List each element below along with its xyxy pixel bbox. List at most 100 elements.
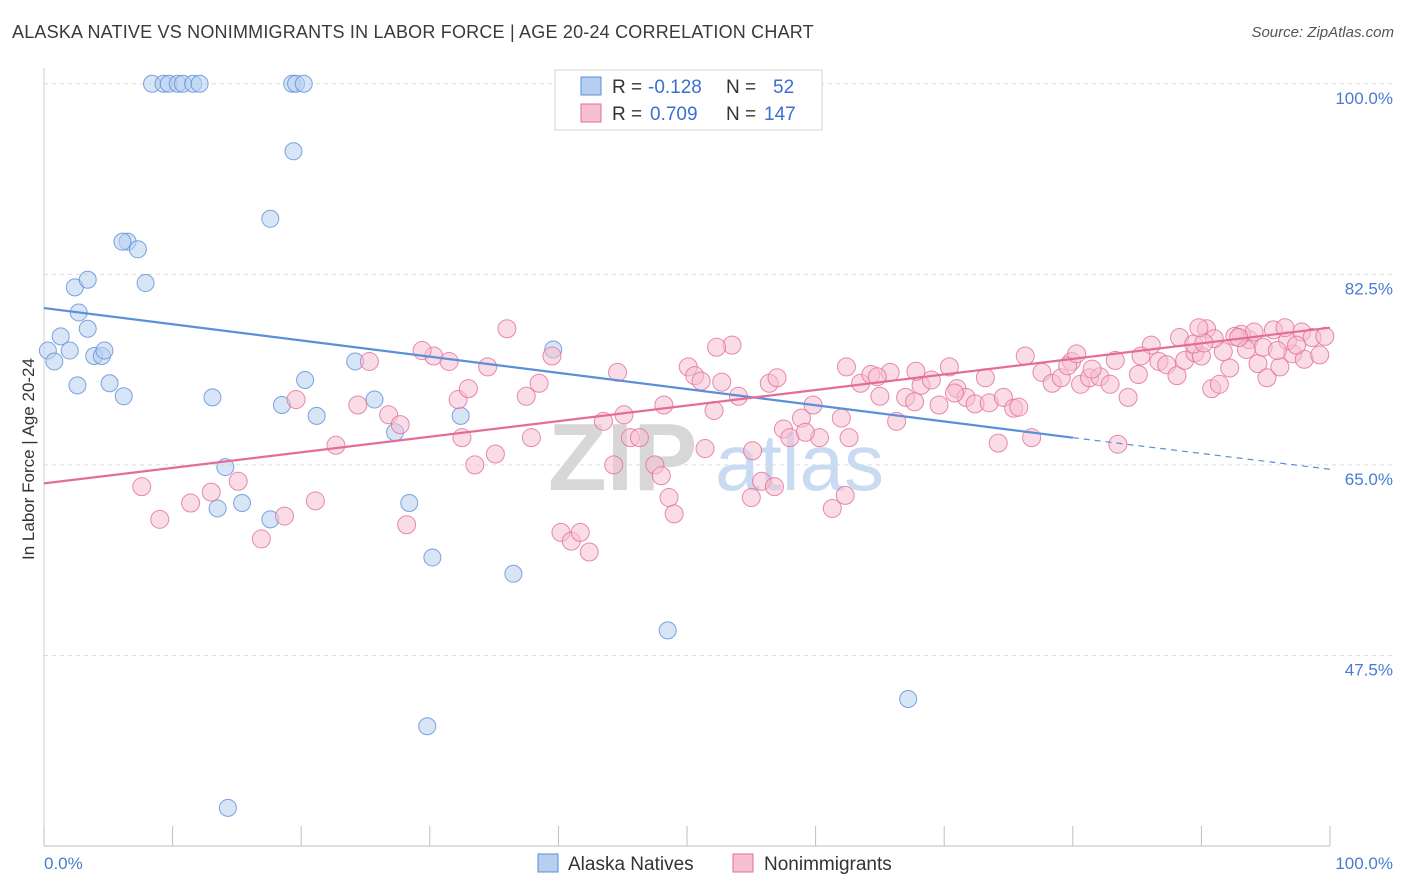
point-1-57 xyxy=(929,395,949,415)
point-1-38 xyxy=(767,368,787,388)
point-1-94 xyxy=(1310,345,1330,365)
point-1-46 xyxy=(836,357,856,377)
chart-title: ALASKA NATIVE VS NONIMMIGRANTS IN LABOR … xyxy=(12,22,814,42)
point-1-104 xyxy=(831,408,851,428)
point-1-106 xyxy=(764,477,784,497)
point-1-8 xyxy=(465,455,485,475)
point-0-45 xyxy=(504,564,523,583)
point-1-0 xyxy=(286,390,306,410)
point-1-3 xyxy=(397,515,417,535)
legend-swatch-alaska-natives xyxy=(580,76,602,96)
point-1-124 xyxy=(150,509,170,529)
point-0-41 xyxy=(400,494,419,512)
point-0-1 xyxy=(45,352,64,371)
y-tick-label-3: 47.5% xyxy=(1345,660,1393,679)
point-1-12 xyxy=(542,346,562,366)
y-axis-label: In Labor Force | Age 20-24 xyxy=(19,358,38,560)
point-1-122 xyxy=(201,482,221,502)
series-nonimmigrants xyxy=(132,318,1335,562)
point-0-37 xyxy=(307,406,326,425)
bottom-legend-swatch-alaska-natives xyxy=(537,853,559,873)
point-1-126 xyxy=(1213,342,1233,362)
point-0-50 xyxy=(658,621,677,640)
point-1-66 xyxy=(1015,346,1035,366)
point-1-98 xyxy=(1082,359,1102,379)
point-0-16 xyxy=(128,240,147,259)
x-tick-label-min: 0.0% xyxy=(44,854,83,873)
point-1-110 xyxy=(529,373,549,393)
trend-line-1 xyxy=(43,326,1331,485)
legend: R = -0.128 N = 52 R = 0.709 N = 147 xyxy=(554,69,823,131)
point-1-78 xyxy=(1128,365,1148,385)
point-0-2 xyxy=(51,327,70,346)
point-1-99 xyxy=(1009,397,1029,417)
point-0-13 xyxy=(114,387,133,406)
legend-r-value-2: 0.709 xyxy=(650,104,698,125)
point-0-34 xyxy=(284,142,303,161)
point-0-52 xyxy=(218,798,237,817)
point-1-115 xyxy=(390,415,410,435)
point-0-30 xyxy=(261,209,280,228)
bottom-legend-label-alaska-natives: Alaska Natives xyxy=(568,854,694,875)
point-1-123 xyxy=(181,493,201,513)
point-1-90 xyxy=(1257,368,1277,388)
point-1-125 xyxy=(132,477,152,497)
point-1-107 xyxy=(707,337,727,357)
point-1-5 xyxy=(439,351,459,371)
point-0-8 xyxy=(78,270,97,289)
point-1-108 xyxy=(654,395,674,415)
point-0-12 xyxy=(100,374,119,393)
point-1-120 xyxy=(251,529,271,549)
point-1-100 xyxy=(975,368,995,388)
point-1-10 xyxy=(497,319,517,339)
legend-n-value-1: 52 xyxy=(773,77,794,98)
point-1-121 xyxy=(228,471,248,491)
point-0-25 xyxy=(203,388,222,407)
point-1-86 xyxy=(1209,374,1229,394)
bottom-legend-label-nonimmigrants: Nonimmigrants xyxy=(764,854,892,875)
point-0-6 xyxy=(68,376,87,395)
point-1-35 xyxy=(743,441,763,461)
point-0-35 xyxy=(294,74,313,93)
point-1-75 xyxy=(1100,374,1120,394)
point-1-144 xyxy=(1287,335,1307,355)
point-1-76 xyxy=(1108,434,1128,454)
point-1-118 xyxy=(305,491,325,511)
point-0-39 xyxy=(365,390,384,409)
trend-line-0 xyxy=(43,306,1073,439)
point-0-42 xyxy=(423,548,442,567)
point-1-16 xyxy=(579,542,599,562)
legend-n-label-1: N = xyxy=(726,77,756,98)
point-1-24 xyxy=(659,488,679,508)
point-0-43 xyxy=(418,717,437,736)
point-1-15 xyxy=(570,522,590,542)
point-0-17 xyxy=(136,274,155,293)
point-0-7 xyxy=(78,319,97,338)
point-1-77 xyxy=(1118,387,1138,407)
point-1-9 xyxy=(478,357,498,377)
point-0-3 xyxy=(60,341,79,360)
point-1-45 xyxy=(835,485,855,505)
point-1-105 xyxy=(795,422,815,442)
point-1-1 xyxy=(348,395,368,415)
bottom-legend-swatch-nonimmigrants xyxy=(732,853,754,873)
point-1-54 xyxy=(905,392,925,412)
source-credit: Source: ZipAtlas.com xyxy=(1251,24,1394,41)
point-1-87 xyxy=(1220,358,1240,378)
x-tick-label-max: 100.0% xyxy=(1335,854,1393,873)
legend-r-label-1: R = xyxy=(612,77,642,98)
point-1-11 xyxy=(521,428,541,448)
point-1-50 xyxy=(870,386,890,406)
point-0-51 xyxy=(899,690,918,708)
point-1-34 xyxy=(741,488,761,508)
point-1-28 xyxy=(691,371,711,391)
grid-lines xyxy=(44,83,1393,656)
point-0-28 xyxy=(233,494,252,512)
point-1-116 xyxy=(359,351,379,371)
point-1-113 xyxy=(458,379,478,399)
point-0-27 xyxy=(208,499,227,518)
point-1-29 xyxy=(695,439,715,459)
point-1-145 xyxy=(1267,341,1287,361)
point-1-18 xyxy=(604,455,624,475)
